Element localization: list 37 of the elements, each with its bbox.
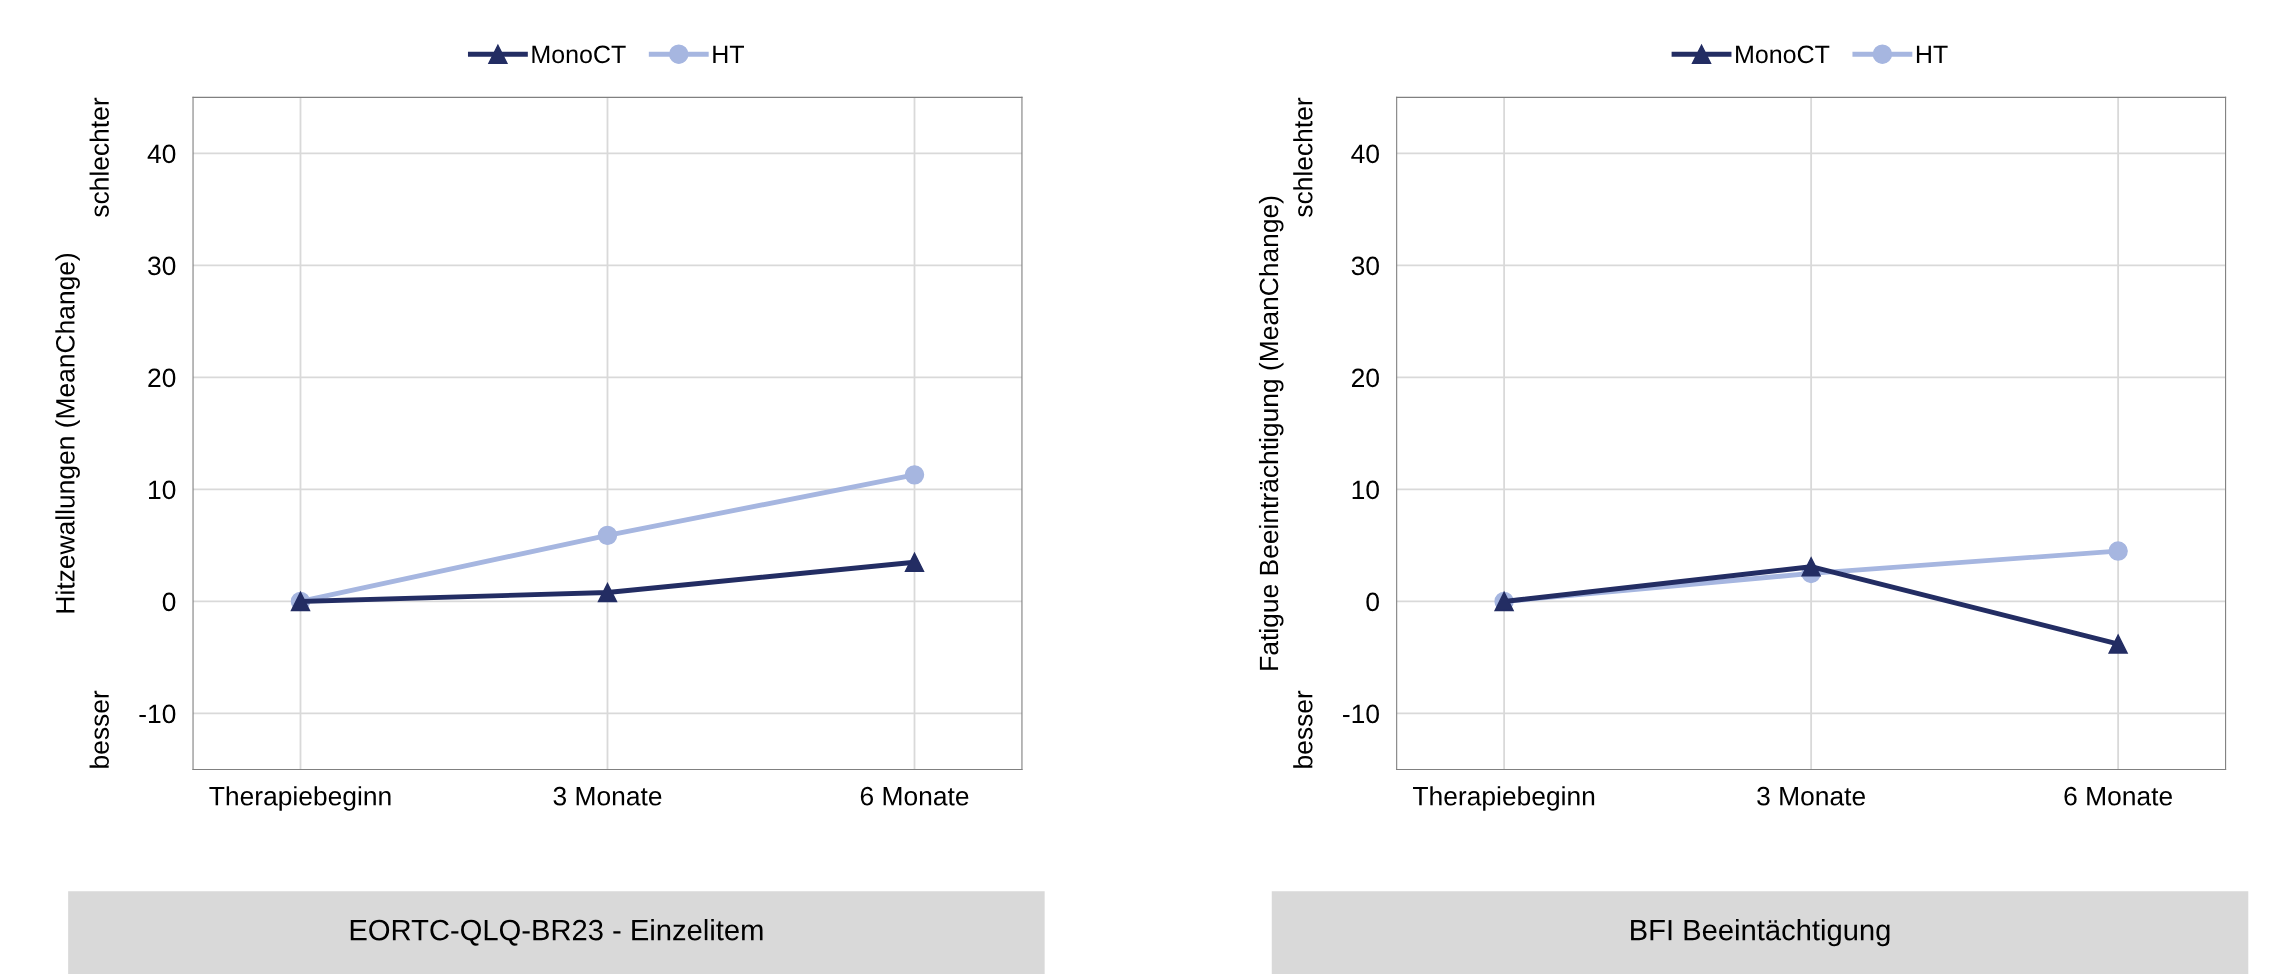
text: besser — [89, 690, 109, 768]
text: schlechter — [89, 97, 109, 217]
point — [2108, 634, 2128, 654]
point — [1801, 556, 1821, 577]
x-tick-label: Therapiebeginn — [1413, 786, 1595, 811]
y-tick-label: 10 — [1352, 480, 1379, 500]
legend-label: HT — [1916, 45, 1948, 63]
legend-label: MonoCT — [1736, 45, 1830, 64]
legend-label: MonoCT — [532, 45, 626, 64]
x-tick-label: 3 Monate — [553, 786, 662, 806]
y-axis-title: Fatigue Beeinträchtigung (MeanChange) — [1258, 196, 1284, 670]
point — [904, 552, 925, 572]
x-axis-title: BFI Beeintächtigung — [1631, 919, 1890, 947]
text: besser — [1293, 690, 1313, 768]
y-tick-label: 30 — [1351, 256, 1379, 276]
y-tick-label: 10 — [149, 480, 176, 500]
y-tick-label: 0 — [162, 592, 176, 612]
x-tick-label: 3 Monate — [1757, 786, 1865, 806]
y-tick-label: -10 — [1343, 704, 1379, 724]
y-tick-label: 20 — [1351, 368, 1379, 388]
y-tick-label: 40 — [147, 144, 176, 164]
x-tick-label: 6 Monate — [2064, 786, 2172, 806]
text: schlechter — [1293, 97, 1313, 217]
point — [2108, 541, 2128, 561]
legend-label: HT — [713, 45, 745, 63]
point — [597, 582, 618, 603]
point — [597, 525, 618, 546]
y-tick-label: 0 — [1366, 592, 1379, 612]
y-axis-title: Hitzewallungen (MeanChange) — [55, 253, 80, 613]
y-tick-label: 40 — [1351, 144, 1379, 164]
point — [904, 465, 925, 485]
y-tick-label: -10 — [139, 704, 176, 724]
y-tick-label: 20 — [148, 368, 176, 388]
x-axis-title: EORTC-QLQ-BR23 - Einzelitem — [350, 919, 763, 946]
x-tick-label: Therapiebeginn — [209, 786, 391, 811]
x-tick-label: 6 Monate — [860, 786, 969, 806]
y-tick-label: 30 — [148, 256, 176, 276]
